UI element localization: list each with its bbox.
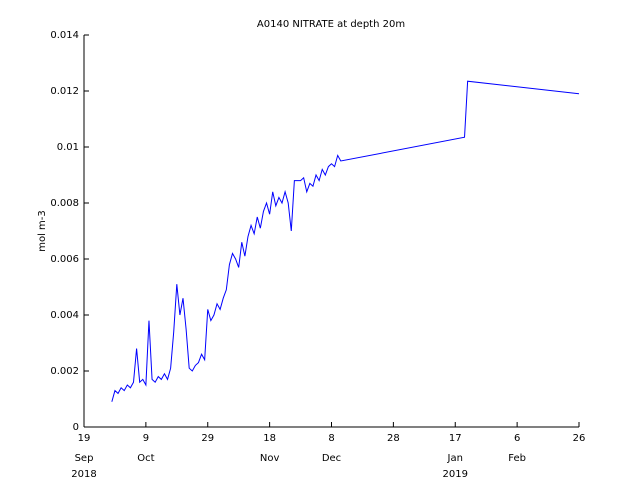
x-month-label: Sep bbox=[75, 453, 94, 464]
y-tick-label: 0.01 bbox=[57, 142, 79, 153]
y-tick-label: 0.008 bbox=[50, 198, 79, 209]
x-month-label: Oct bbox=[137, 453, 154, 464]
x-month-label: Nov bbox=[260, 453, 280, 464]
x-tick-label: 8 bbox=[328, 433, 334, 444]
x-tick-label: 19 bbox=[78, 433, 91, 444]
y-tick-label: 0.002 bbox=[50, 366, 79, 377]
y-axis-label: mol m-3 bbox=[37, 210, 48, 252]
x-tick-label: 18 bbox=[263, 433, 276, 444]
x-tick-label: 17 bbox=[449, 433, 462, 444]
y-tick-label: 0.006 bbox=[50, 254, 79, 265]
x-tick-label: 26 bbox=[573, 433, 586, 444]
x-year-label: 2019 bbox=[443, 469, 468, 480]
chart-title: A0140 NITRATE at depth 20m bbox=[257, 19, 405, 30]
x-tick-label: 6 bbox=[514, 433, 520, 444]
y-tick-label: 0 bbox=[73, 422, 79, 433]
y-tick-label: 0.012 bbox=[50, 86, 79, 97]
data-line bbox=[111, 80, 580, 402]
y-tick-label: 0.004 bbox=[50, 310, 79, 321]
x-month-label: Jan bbox=[447, 453, 463, 464]
x-month-label: Dec bbox=[322, 453, 341, 464]
x-month-label: Feb bbox=[508, 453, 526, 464]
x-year-label: 2018 bbox=[71, 469, 96, 480]
x-tick-label: 9 bbox=[143, 433, 149, 444]
x-tick-label: 28 bbox=[387, 433, 400, 444]
x-tick-label: 29 bbox=[201, 433, 214, 444]
y-tick-label: 0.014 bbox=[50, 30, 79, 41]
